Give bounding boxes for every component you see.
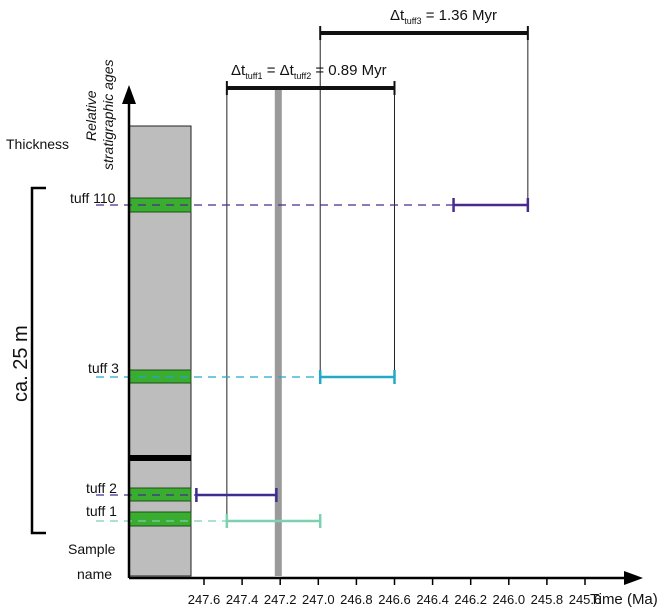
tuff-2-interval [195, 488, 278, 502]
relative-ages-label-line1: Relative [83, 90, 99, 141]
delta-3-label: Δttuff3 = 1.36 Myr [390, 7, 497, 26]
black-marker-layer [129, 455, 191, 461]
tuff-1-interval [225, 514, 322, 528]
time-tick-label: 247.0 [302, 592, 335, 607]
relative-ages-label-line2: stratigraphic ages [100, 59, 116, 170]
time-tick-label: 247.6 [188, 592, 221, 607]
time-axis-arrow-icon [624, 571, 643, 585]
time-tick-label: 246.8 [340, 592, 373, 607]
scale-label: ca. 25 m [10, 325, 32, 402]
time-tick-label: 246.2 [454, 592, 487, 607]
tuff-1-layer [128, 511, 192, 527]
tuff-110-name: tuff 110 [70, 190, 116, 206]
time-tick-label: 247.2 [264, 592, 297, 607]
time-axis-label: Time (Ma) [590, 591, 658, 608]
vertical-axis-arrow-icon [122, 85, 136, 104]
tuff-110-interval [452, 198, 530, 212]
scale-bracket [30, 186, 46, 535]
thickness-label: Thickness [6, 136, 69, 152]
tuff-3-interval [318, 370, 396, 384]
sample-name-label-line1: Sample [68, 541, 116, 557]
tuff-2-name: tuff 2 [86, 480, 117, 496]
time-axis-ticks: 247.6 247.4 247.2 247.0 246.8 246.6 246.4 246.2… [188, 578, 602, 607]
tuff-1-name: tuff 1 [86, 503, 117, 519]
time-tick-label: 246.4 [416, 592, 449, 607]
reference-age-band [274, 88, 282, 576]
time-tick-label: 245.8 [531, 592, 564, 607]
stratigraphic-column [128, 125, 192, 577]
tuff-3-name: tuff 3 [88, 360, 119, 376]
delta-12-label: Δttuff1 = Δttuff2 = 0.89 Myr [231, 62, 387, 81]
time-tick-label: 246.6 [378, 592, 411, 607]
sample-name-label-line2: name [77, 566, 112, 582]
time-tick-label: 245.6 [569, 592, 602, 607]
time-tick-label: 246.0 [493, 592, 526, 607]
time-tick-label: 247.4 [226, 592, 259, 607]
